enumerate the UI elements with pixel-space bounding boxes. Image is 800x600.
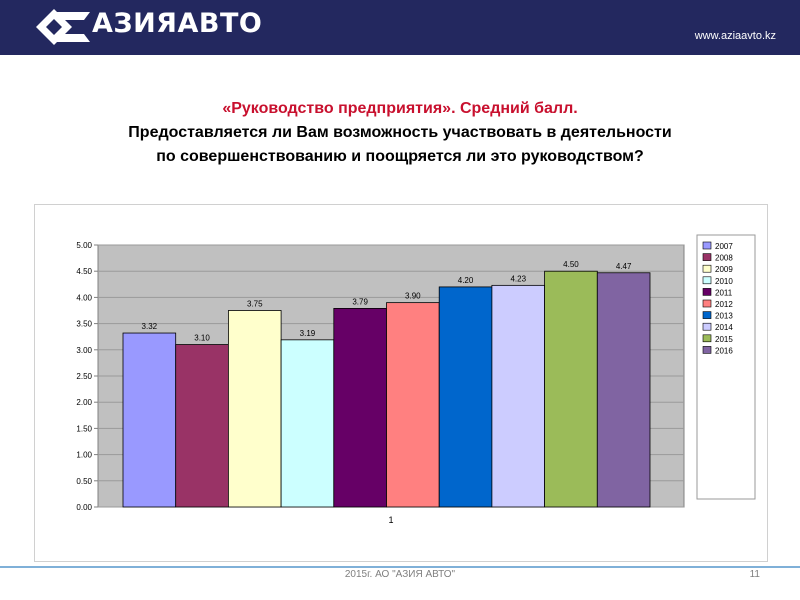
- legend-label: 2009: [715, 265, 733, 274]
- footer-copyright: 2015г. АО "АЗИЯ АВТО": [344, 569, 456, 580]
- legend-label: 2015: [715, 335, 733, 344]
- x-tick-label: 1: [388, 515, 393, 525]
- legend-swatch: [702, 276, 712, 285]
- y-tick-label: 3.00: [76, 346, 92, 355]
- legend-swatch: [702, 346, 712, 354]
- bar-2010: [280, 339, 335, 508]
- legend-swatch: [702, 299, 712, 308]
- slide-question-line-1: Предоставляется ли Вам возможность участ…: [128, 124, 672, 141]
- slide-title: «Руководство предприятия». Средний балл.: [222, 100, 578, 117]
- legend-swatch: [702, 322, 712, 331]
- bar-value-label: 3.90: [405, 292, 421, 301]
- bar-2013: [438, 286, 493, 508]
- y-tick-label: 1.00: [76, 451, 92, 460]
- bar-2012: [386, 302, 440, 508]
- bar-value-label: 4.20: [458, 276, 474, 285]
- page-number: 11: [749, 569, 760, 580]
- y-tick-label: 4.50: [76, 267, 92, 276]
- y-tick-label: 2.00: [76, 398, 92, 407]
- y-tick-label: 0.00: [76, 503, 92, 512]
- site-url[interactable]: www.aziaavto.kz: [694, 30, 776, 42]
- y-tick-label: 5.00: [76, 241, 92, 250]
- legend-label: 2007: [715, 242, 733, 251]
- legend-swatch: [702, 241, 712, 250]
- legend-box: [696, 234, 756, 500]
- legend-swatch: [702, 264, 712, 273]
- footer-divider: [0, 566, 800, 568]
- y-tick-label: 2.50: [76, 372, 92, 381]
- y-tick-label: 4.00: [76, 293, 92, 302]
- chart-container: 0.00 0.50 1.00 1.50 2.00 2.50 3.00 3.50 4.00 4.50…: [34, 204, 768, 562]
- legend-label: 2012: [715, 300, 733, 309]
- header-bar: АЗИЯАВТО www.aziaavto.kz: [0, 0, 800, 55]
- bar-value-label: 3.32: [142, 322, 158, 331]
- y-tick-label: 0.50: [76, 477, 92, 486]
- bar-2015: [544, 270, 598, 508]
- bar-2008: [175, 344, 229, 508]
- bar-value-label: 3.75: [247, 300, 263, 309]
- brand-name: АЗИЯАВТО: [92, 8, 263, 39]
- legend-label: 2013: [715, 312, 733, 321]
- bar-value-label: 4.50: [563, 260, 579, 269]
- bar-chart: 0.00 0.50 1.00 1.50 2.00 2.50 3.00 3.50 4.00 4.50…: [76, 234, 756, 525]
- bar-value-label: 3.10: [194, 334, 210, 343]
- bar-value-label: 4.23: [510, 274, 526, 283]
- legend-swatch: [702, 334, 712, 343]
- legend-label: 2016: [715, 346, 733, 355]
- bar-2007: [122, 332, 177, 508]
- bar-value-label: 3.19: [300, 329, 316, 338]
- legend-label: 2010: [715, 277, 733, 286]
- bar-2014: [491, 284, 545, 508]
- legend-label: 2011: [715, 288, 733, 297]
- bar-value-label: 4.47: [616, 262, 632, 271]
- y-tick-label: 3.50: [76, 320, 92, 329]
- legend-swatch: [702, 311, 712, 319]
- legend-label: 2014: [715, 323, 733, 332]
- bar-2016: [596, 272, 651, 508]
- brand-logo-icon: [36, 9, 90, 45]
- y-tick-label: 1.50: [76, 424, 92, 433]
- slide-question-line-2: по совершенствованию и поощряется ли это…: [156, 148, 644, 165]
- legend-swatch: [702, 288, 712, 296]
- legend-label: 2008: [715, 254, 733, 263]
- legend-swatch: [702, 253, 712, 261]
- bar-2011: [333, 308, 387, 508]
- bar-value-label: 3.79: [352, 297, 368, 306]
- bar-2009: [227, 310, 282, 508]
